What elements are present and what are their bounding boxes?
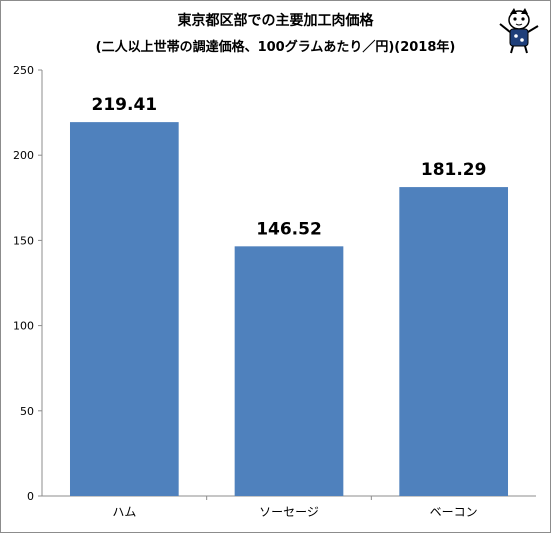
y-axis-ticks: 0 50 100 150 200 250 — [13, 64, 42, 503]
x-axis-labels: ハム ソーセージ ベーコン — [112, 505, 477, 519]
data-label: 219.41 — [92, 95, 158, 115]
y-tick-label: 250 — [13, 64, 34, 77]
x-tick-label: ベーコン — [430, 505, 478, 519]
x-tick-label: ハム — [112, 505, 136, 519]
bar — [399, 187, 509, 496]
bar — [234, 246, 344, 496]
y-tick-label: 0 — [27, 490, 34, 503]
data-label: 146.52 — [256, 219, 322, 239]
chart-title: 東京都区部での主要加工肉価格 — [177, 13, 374, 29]
bars — [69, 122, 509, 496]
y-tick-label: 200 — [13, 149, 34, 162]
y-tick-label: 100 — [13, 320, 34, 333]
data-label: 181.29 — [421, 160, 487, 180]
data-labels: 219.41 146.52 181.29 — [92, 95, 487, 239]
bar — [69, 122, 179, 496]
mascot-logo-icon — [499, 8, 539, 54]
x-tick-label: ソーセージ — [259, 505, 319, 519]
chart-subtitle: (二人以上世帯の調達価格、100グラムあたり／円)(2018年) — [95, 40, 456, 55]
y-tick-label: 50 — [20, 405, 34, 418]
y-tick-label: 150 — [13, 234, 34, 247]
